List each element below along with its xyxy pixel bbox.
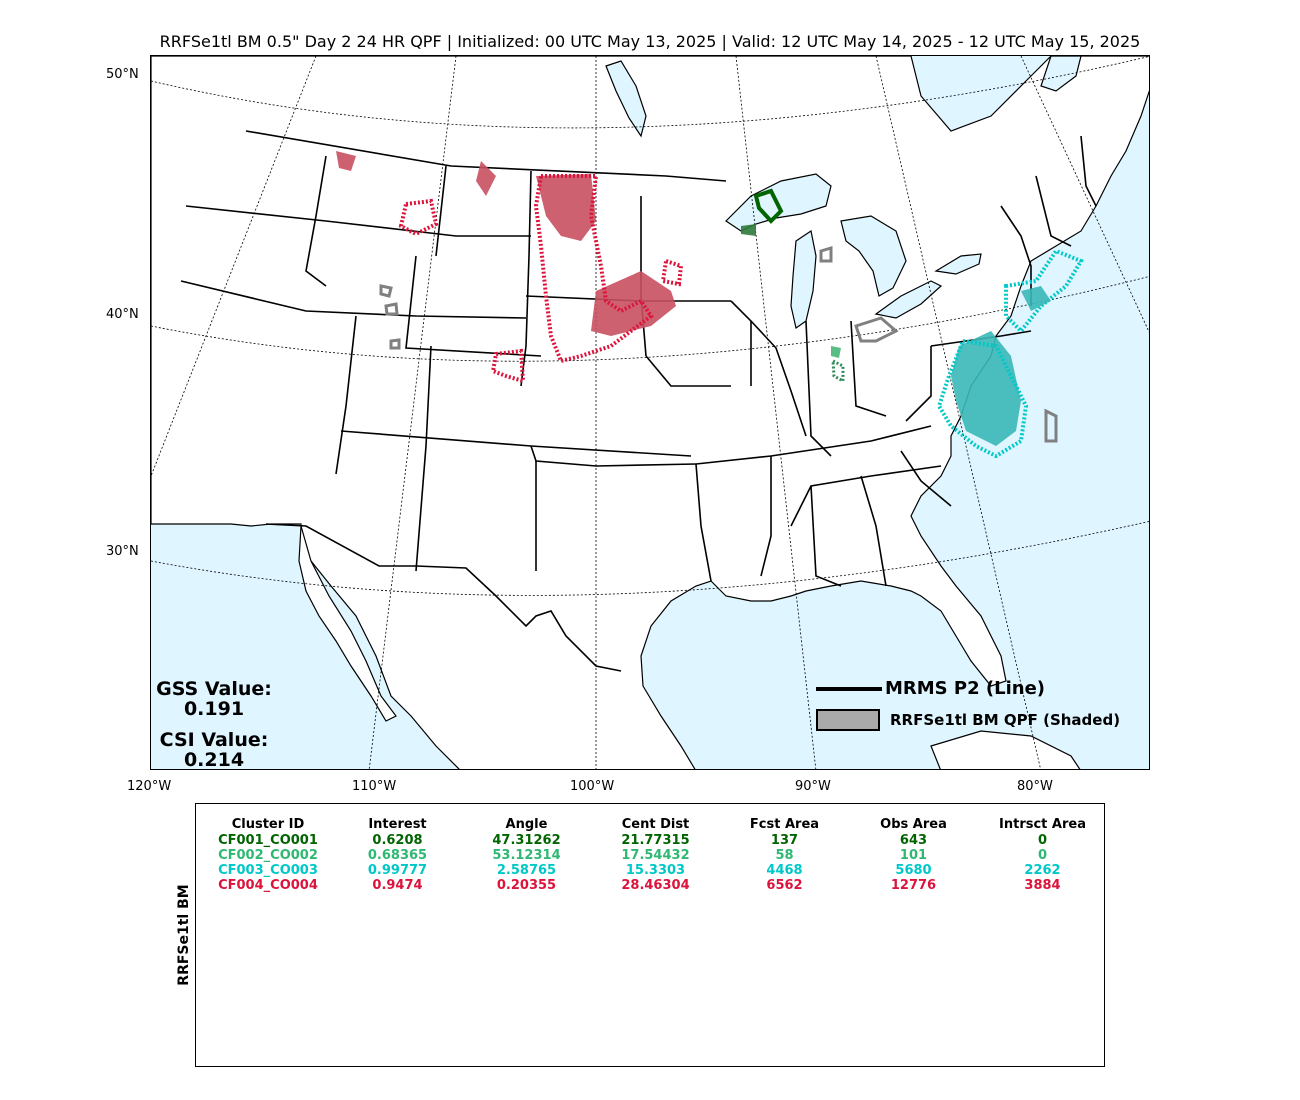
lon-label-100: 100°W — [570, 779, 615, 794]
obs-object-cf003-main — [936, 338, 1029, 459]
cell-cluster-id: CF001_CO001 — [218, 833, 318, 848]
cell-interest: 0.68365 — [367, 848, 428, 863]
fcst-object-cf004-c — [476, 161, 496, 196]
cell-cluster-id: CF004_CO004 — [218, 878, 318, 893]
cell-cent-dist: 17.54432 — [621, 848, 690, 863]
obs-object-cf002 — [831, 358, 845, 384]
legend-fcst-label: RRFSe1tl BM QPF (Shaded) — [890, 711, 1121, 729]
cell-obs-area: 5680 — [895, 863, 932, 878]
map-panel — [150, 55, 1150, 770]
land-baja — [298, 525, 397, 722]
land-north-america — [151, 56, 1149, 769]
lake-erie — [874, 280, 943, 319]
gss-label: GSS Value: — [156, 678, 272, 700]
cell-cent-dist: 15.3303 — [625, 863, 686, 878]
cell-angle: 0.20355 — [496, 878, 557, 893]
lon-label-110: 110°W — [352, 779, 397, 794]
legend-fcst-swatch — [816, 709, 880, 731]
gss-value: 0.191 — [183, 698, 245, 720]
legend-obs-line-sample — [816, 687, 882, 691]
cell-angle: 53.12314 — [492, 848, 561, 863]
cell-intrsct-area: 0 — [1037, 833, 1048, 848]
header-fcst-area: Fcst Area — [749, 816, 820, 832]
lon-label-120: 120°W — [127, 779, 172, 794]
header-intrsct-area: Intrsct Area — [999, 816, 1086, 832]
header-cluster-id: Cluster ID — [231, 816, 305, 832]
obs-object-cf004-main — [533, 174, 654, 364]
lat-label-40: 40°N — [106, 307, 139, 322]
lat-label-50: 50°N — [106, 67, 139, 82]
fcst-object-cf002 — [831, 346, 841, 358]
map-svg — [151, 56, 1149, 769]
table-row: CF004_CO004 0.9474 0.20355 28.46304 6562… — [203, 878, 1107, 893]
cell-cent-dist: 28.46304 — [621, 878, 690, 893]
fcst-object-cf003-ne — [1021, 286, 1051, 311]
obs-object-cf004-ne — [660, 258, 684, 287]
table-row: CF001_CO001 0.6208 47.31262 21.77315 137… — [203, 833, 1107, 848]
obs-object-cf004-co — [490, 348, 526, 384]
lake-ontario — [934, 253, 982, 275]
cell-cluster-id: CF003_CO003 — [218, 863, 318, 878]
cell-fcst-area: 58 — [775, 848, 794, 863]
table-ylabel: RRFSe1tl BM — [176, 884, 192, 986]
borders — [180, 130, 1097, 672]
cell-fcst-area: 137 — [770, 833, 799, 848]
object-stats-table: Cluster ID Interest Angle Cent Dist Fcst… — [203, 815, 1107, 894]
cell-obs-area: 101 — [899, 848, 928, 863]
stats-table-panel — [195, 803, 1105, 1067]
fcst-object-cf004-b — [591, 271, 676, 336]
header-cent-dist: Cent Dist — [621, 816, 690, 832]
lake-huron — [840, 215, 907, 297]
cell-intrsct-area: 3884 — [1024, 878, 1061, 893]
lake-winnipeg — [605, 60, 647, 138]
fcst-object-cf004-a — [536, 174, 596, 241]
legend-obs-label: MRMS P2 (Line) — [885, 678, 1046, 699]
obs-object-cf003-ne — [1004, 248, 1084, 334]
obs-object-cf001 — [753, 188, 784, 224]
gulf-st-lawrence — [1040, 56, 1082, 92]
header-obs-area: Obs Area — [880, 816, 947, 832]
lon-label-80: 80°W — [1017, 779, 1053, 794]
csi-value: 0.214 — [183, 749, 245, 771]
table-header-row: Cluster ID Interest Angle Cent Dist Fcst… — [203, 815, 1107, 833]
lat-label-30: 30°N — [106, 544, 139, 559]
table-row: CF002_CO002 0.68365 53.12314 17.54432 58… — [203, 848, 1107, 863]
cell-interest: 0.9474 — [372, 878, 423, 893]
unmatched-objects — [379, 245, 1058, 443]
fcst-object-cf004-d — [336, 151, 356, 171]
cell-intrsct-area: 2262 — [1024, 863, 1061, 878]
cell-cluster-id: CF002_CO002 — [218, 848, 318, 863]
cell-interest: 0.99777 — [367, 863, 428, 878]
cell-obs-area: 12776 — [890, 878, 937, 893]
map-title: RRFSe1tl BM 0.5" Day 2 24 HR QPF | Initi… — [159, 32, 1141, 51]
cell-intrsct-area: 0 — [1037, 848, 1048, 863]
fcst-object-cf001 — [741, 224, 756, 236]
cell-fcst-area: 4468 — [766, 863, 803, 878]
cell-obs-area: 643 — [899, 833, 928, 848]
lon-label-90: 90°W — [795, 779, 831, 794]
cell-angle: 2.58765 — [496, 863, 557, 878]
cell-cent-dist: 21.77315 — [621, 833, 690, 848]
header-interest: Interest — [368, 816, 427, 832]
csi-label: CSI Value: — [159, 729, 269, 751]
table-row: CF003_CO003 0.99777 2.58765 15.3303 4468… — [203, 863, 1107, 878]
cell-fcst-area: 6562 — [766, 878, 803, 893]
header-angle: Angle — [505, 816, 548, 832]
cell-angle: 47.31262 — [492, 833, 561, 848]
land-cuba — [930, 730, 1081, 769]
cell-interest: 0.6208 — [372, 833, 423, 848]
graticule — [151, 56, 1149, 769]
obs-object-cf004-mt — [398, 198, 439, 237]
